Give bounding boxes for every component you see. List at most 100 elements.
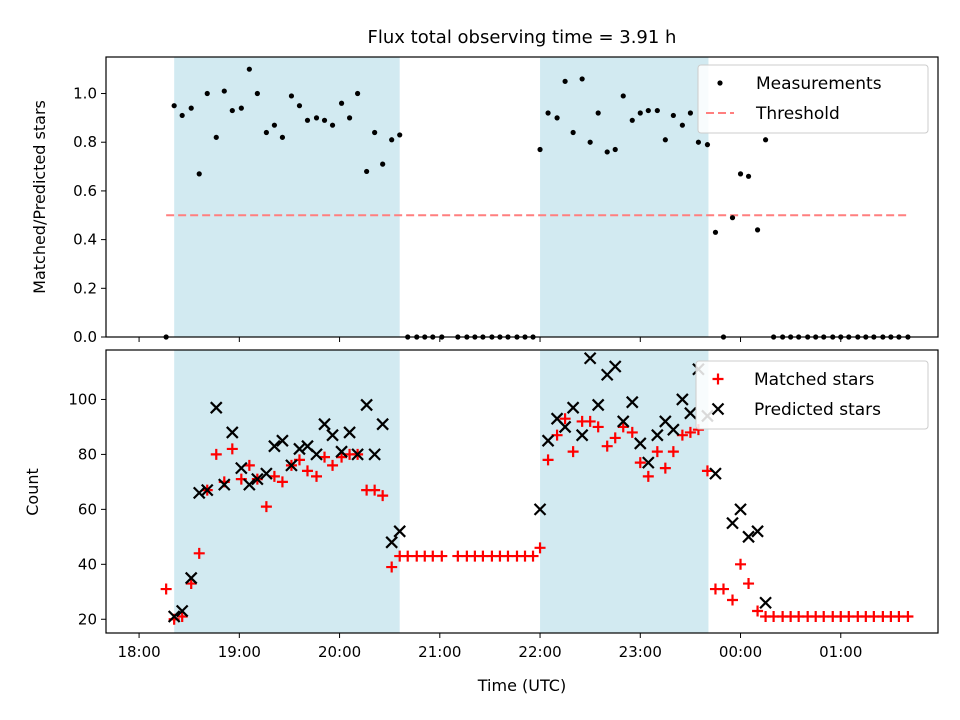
measurement-point: [372, 129, 378, 136]
predicted-star-point: [184, 571, 198, 585]
bottom-observing-windows: [174, 350, 709, 633]
legend-label: Matched stars: [754, 370, 874, 390]
matched-star-point: [592, 421, 604, 433]
measurement-point: [296, 103, 303, 109]
matched-star-point: [584, 415, 596, 427]
measurement-point: [364, 168, 370, 175]
matched-star-point: [210, 448, 222, 460]
predicted-star-point: [566, 401, 580, 414]
measurement-point: [537, 146, 543, 153]
matched-star-point: [226, 443, 238, 455]
predicted-star-point: [376, 417, 389, 431]
measurement-point: [304, 117, 311, 123]
y-tick-label: 0.8: [73, 133, 97, 151]
measurement-point: [587, 139, 593, 145]
matched-star-point: [601, 440, 613, 452]
y-tick-label: 20: [78, 610, 97, 628]
predicted-star-point: [318, 417, 331, 431]
predicted-star-point: [634, 437, 647, 450]
predicted-star-point: [751, 525, 764, 538]
predicted-star-point: [583, 351, 597, 365]
predicted-star-point: [368, 448, 381, 461]
matched-star-point: [567, 446, 579, 458]
matched-star-point: [377, 490, 389, 502]
matched-star-point: [336, 451, 348, 463]
measurement-point: [737, 171, 744, 177]
predicted-star-point: [293, 442, 306, 456]
measurement-point: [313, 115, 320, 121]
predicted-star-point: [310, 448, 323, 461]
predicted-star-point: [268, 439, 281, 453]
matched-star-point: [542, 454, 554, 466]
matched-star-point: [185, 578, 197, 590]
measurement-point: [329, 122, 336, 128]
measurement-point: [188, 105, 194, 111]
measurement-point: [645, 107, 651, 114]
observing-window-1: [174, 350, 400, 633]
measurement-point: [346, 115, 353, 121]
predicted-star-point: [591, 398, 605, 412]
measurement-point: [595, 110, 601, 116]
measurement-point: [637, 110, 643, 116]
matched-star-point: [319, 451, 331, 463]
measurement-point: [579, 76, 585, 82]
top-legend: Measurements Threshold: [697, 64, 929, 134]
predicted-star-point: [608, 360, 622, 373]
top-y-ticks: 0.0 0.2 0.4 0.6 0.8 1.0: [73, 85, 106, 346]
x-tick-label: 23:00: [619, 643, 662, 661]
matched-star-point: [684, 426, 696, 438]
matched-star-point: [727, 594, 739, 606]
y-tick-label: 1.0: [73, 85, 97, 103]
matched-star-point: [667, 446, 679, 458]
matched-star-point: [260, 501, 272, 513]
measurement-point: [380, 161, 386, 167]
predicted-star-point: [260, 467, 273, 480]
x-axis-label: Time (UTC): [477, 676, 566, 695]
matched-star-point: [559, 413, 571, 425]
measurement-point: [679, 122, 685, 128]
predicted-star-point: [541, 434, 555, 447]
y-tick-label: 0.0: [73, 328, 97, 346]
measurement-point: [246, 66, 252, 72]
measurement-point: [171, 103, 177, 109]
matched-star-point: [617, 421, 629, 433]
measurement-point: [620, 93, 626, 99]
measurement-point: [254, 90, 260, 97]
matched-star-point: [327, 459, 339, 471]
measurement-point: [263, 129, 269, 136]
bottom-y-ticks: 20 40 60 80 100: [68, 390, 106, 628]
predicted-star-point: [575, 428, 589, 442]
measurement-point: [204, 90, 210, 97]
measurement-point: [229, 107, 235, 114]
top-panel-ratio: 0.0 0.2 0.4 0.6 0.8 1.0 Matched/Predicted sta…: [30, 56, 939, 346]
predicted-star-point: [276, 434, 289, 447]
matched-star-point: [436, 550, 448, 562]
measurement-point: [604, 149, 610, 155]
matched-star-point: [717, 583, 729, 595]
x-tick-label: 19:00: [218, 643, 261, 661]
predicted-star-point: [326, 428, 339, 442]
matched-star-point: [634, 457, 646, 469]
measurement-point: [687, 110, 694, 116]
measurement-point: [670, 112, 676, 119]
matched-star-point: [386, 561, 398, 573]
matched-star-point: [369, 484, 381, 496]
predicted-star-point: [393, 525, 406, 538]
x-tick-label: 01:00: [819, 643, 862, 661]
measurement-point: [196, 171, 202, 177]
measurement-point: [389, 137, 395, 143]
measurement-point: [554, 115, 560, 121]
legend-label: Threshold: [755, 104, 840, 124]
legend-marker-plus: [712, 373, 724, 385]
predicted-star-point: [243, 478, 256, 491]
observing-window-1: [174, 57, 400, 337]
matched-star-point: [735, 558, 747, 570]
predicted-star-point: [651, 428, 664, 442]
matched-star-point: [902, 611, 914, 623]
observing-window-2: [540, 57, 709, 337]
predicted-star-point: [360, 398, 373, 412]
predicted-star-point: [734, 503, 747, 516]
matched-star-point: [752, 605, 764, 617]
predicted-star-point: [726, 516, 739, 530]
predicted-star-point: [684, 406, 697, 420]
